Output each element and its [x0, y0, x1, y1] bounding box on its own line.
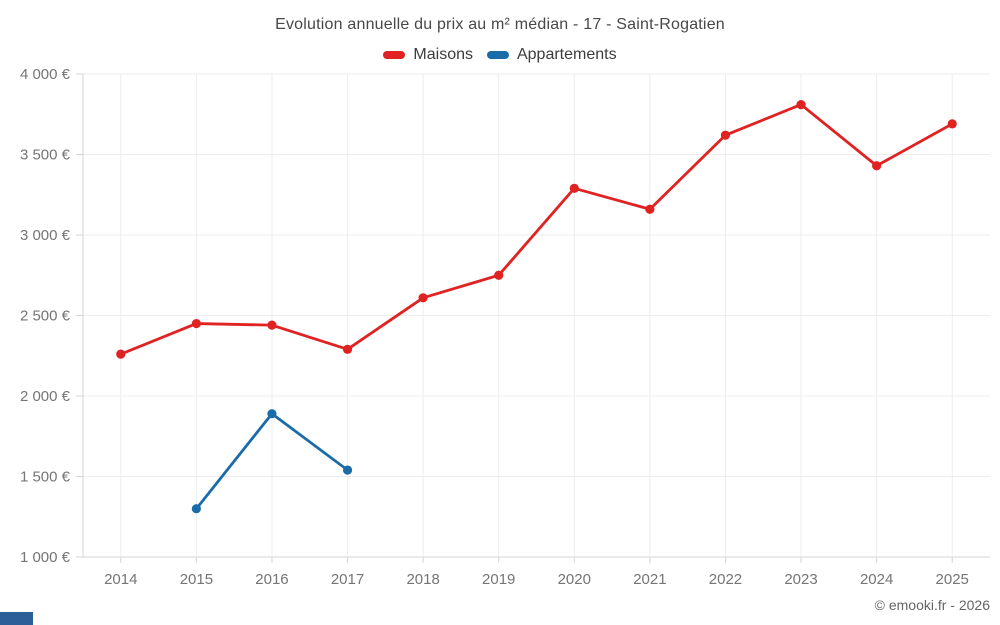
x-tick-label: 2014 — [104, 571, 137, 588]
data-point-maisons-2017[interactable] — [342, 344, 353, 354]
y-tick-label: 3 500 € — [20, 147, 71, 164]
series-line-maisons — [119, 103, 954, 356]
x-tick-label: 2019 — [482, 571, 515, 588]
data-point-maisons-2021[interactable] — [645, 204, 655, 214]
data-point-maisons-2025[interactable] — [947, 119, 957, 129]
x-tick-label: 2017 — [331, 571, 364, 588]
copyright-text: © emooki.fr - 2026 — [874, 597, 990, 613]
chart-title: Evolution annuelle du prix au m² médian … — [275, 16, 725, 33]
y-tick-label: 1 500 € — [20, 469, 71, 486]
legend-label-maisons: Maisons — [413, 46, 473, 63]
y-tick-label: 1 000 € — [20, 549, 71, 566]
data-point-maisons-2022[interactable] — [720, 130, 731, 140]
data-point-maisons-2023[interactable] — [796, 99, 806, 110]
data-point-appartements-2016[interactable] — [267, 409, 277, 419]
data-point-maisons-2014[interactable] — [116, 349, 126, 359]
x-tick-label: 2025 — [936, 571, 969, 588]
x-tick-label: 2024 — [860, 571, 893, 588]
x-tick-label: 2015 — [180, 571, 213, 588]
data-point-appartements-2015[interactable] — [191, 504, 201, 514]
legend: Maisons Appartements — [0, 46, 1000, 64]
legend-item-appartements[interactable]: Appartements — [486, 46, 617, 64]
x-tick-label: 2020 — [558, 571, 591, 588]
appartements-swatch-icon — [486, 51, 509, 59]
bottom-left-bar — [0, 612, 33, 625]
x-tick-label: 2022 — [709, 571, 742, 588]
y-tick-label: 2 500 € — [20, 308, 71, 325]
maisons-swatch-icon — [383, 51, 406, 59]
legend-label-appartements: Appartements — [516, 46, 617, 63]
data-point-maisons-2018[interactable] — [418, 293, 428, 303]
x-tick-label: 2023 — [784, 571, 817, 588]
x-tick-label: 2016 — [255, 571, 288, 588]
y-tick-label: 2 000 € — [20, 388, 71, 405]
data-point-maisons-2016[interactable] — [267, 320, 277, 330]
legend-item-maisons[interactable]: Maisons — [383, 46, 473, 64]
data-point-maisons-2024[interactable] — [872, 161, 882, 171]
data-point-maisons-2020[interactable] — [569, 183, 579, 193]
y-tick-label: 4 000 € — [20, 66, 71, 83]
data-point-maisons-2015[interactable] — [191, 318, 201, 329]
x-tick-label: 2021 — [633, 571, 666, 588]
y-tick-label: 3 000 € — [20, 227, 71, 244]
data-point-maisons-2019[interactable] — [494, 270, 504, 280]
x-tick-label: 2018 — [406, 571, 439, 588]
data-point-appartements-2017[interactable] — [342, 465, 353, 475]
